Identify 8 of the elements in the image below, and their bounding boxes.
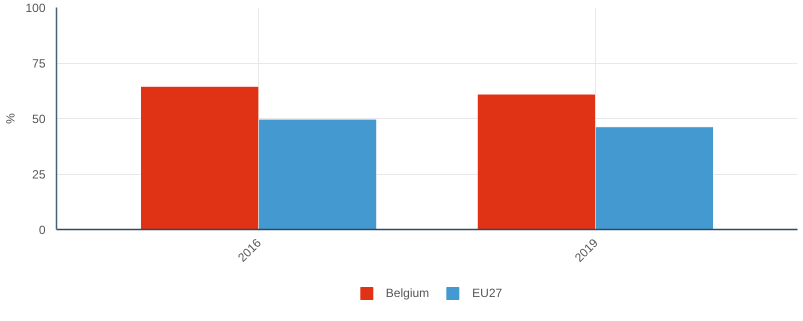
y-axis-title: % (3, 112, 18, 124)
y-tick-label: 0 (38, 223, 46, 237)
y-tick-label: 100 (25, 1, 46, 15)
legend-label: EU27 (472, 286, 502, 300)
y-tick-label: 50 (32, 112, 46, 126)
y-tick-label: 75 (32, 56, 46, 70)
y-tick-label: 25 (32, 168, 46, 182)
legend-label: Belgium (386, 286, 430, 300)
